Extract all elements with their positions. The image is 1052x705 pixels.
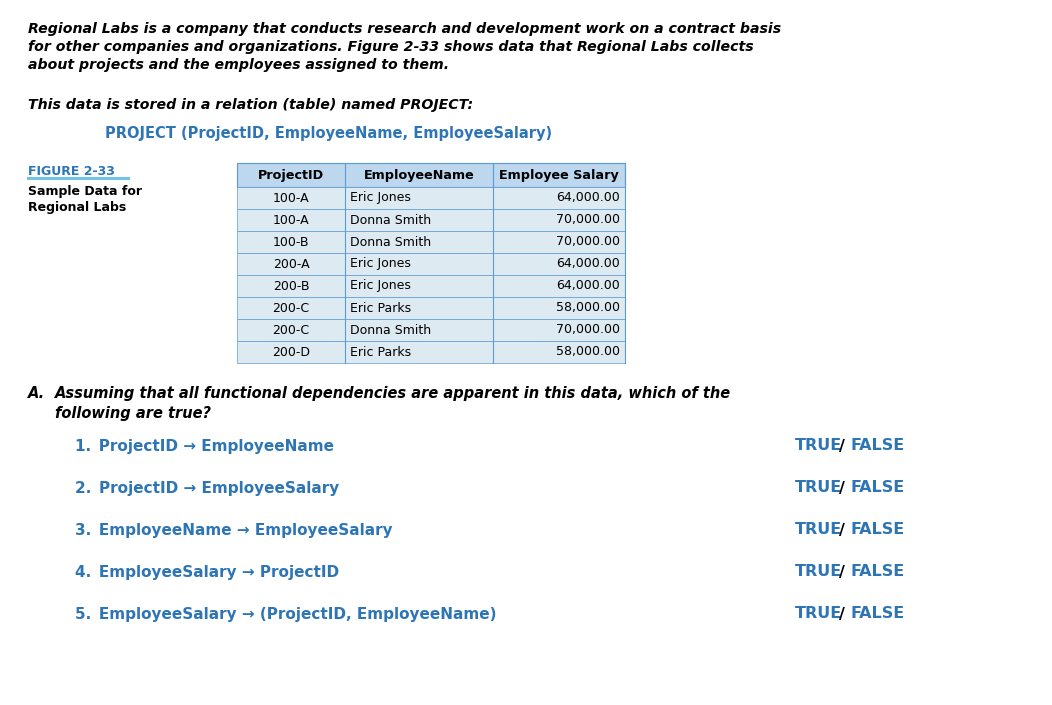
Text: FALSE: FALSE xyxy=(851,606,906,622)
Text: Eric Jones: Eric Jones xyxy=(350,257,411,271)
Bar xyxy=(237,253,625,275)
Text: FALSE: FALSE xyxy=(851,522,906,537)
Text: TRUE: TRUE xyxy=(795,481,843,496)
Text: Donna Smith: Donna Smith xyxy=(350,214,431,226)
Text: about projects and the employees assigned to them.: about projects and the employees assigne… xyxy=(28,58,449,72)
Text: /: / xyxy=(839,565,845,580)
Text: 4. EmployeeSalary → ProjectID: 4. EmployeeSalary → ProjectID xyxy=(75,565,339,580)
Text: TRUE: TRUE xyxy=(795,439,843,453)
Text: 1. ProjectID → EmployeeName: 1. ProjectID → EmployeeName xyxy=(75,439,333,453)
Text: Eric Jones: Eric Jones xyxy=(350,192,411,204)
Bar xyxy=(237,163,625,187)
Text: Regional Labs: Regional Labs xyxy=(28,201,126,214)
Text: ProjectID: ProjectID xyxy=(258,168,324,181)
Bar xyxy=(237,319,625,341)
Text: 200-C: 200-C xyxy=(272,302,309,314)
Text: 200-B: 200-B xyxy=(272,279,309,293)
Text: This data is stored in a relation (table) named PROJECT:: This data is stored in a relation (table… xyxy=(28,98,473,112)
Bar xyxy=(237,209,625,231)
Text: following are true?: following are true? xyxy=(55,406,211,421)
Text: 100-B: 100-B xyxy=(272,235,309,248)
Text: 70,000.00: 70,000.00 xyxy=(557,235,620,248)
Text: Eric Parks: Eric Parks xyxy=(350,302,411,314)
Text: EmployeeName: EmployeeName xyxy=(364,168,474,181)
Text: TRUE: TRUE xyxy=(795,606,843,622)
Text: 200-A: 200-A xyxy=(272,257,309,271)
Bar xyxy=(237,297,625,319)
Text: Eric Parks: Eric Parks xyxy=(350,345,411,359)
Text: 2. ProjectID → EmployeeSalary: 2. ProjectID → EmployeeSalary xyxy=(75,481,339,496)
Text: /: / xyxy=(839,481,845,496)
Bar xyxy=(237,341,625,363)
Text: 70,000.00: 70,000.00 xyxy=(557,214,620,226)
Text: 58,000.00: 58,000.00 xyxy=(557,345,620,359)
Text: /: / xyxy=(839,606,845,622)
Bar xyxy=(237,231,625,253)
Text: 200-C: 200-C xyxy=(272,324,309,336)
Text: 3. EmployeeName → EmployeeSalary: 3. EmployeeName → EmployeeSalary xyxy=(75,522,392,537)
Text: 64,000.00: 64,000.00 xyxy=(557,279,620,293)
Text: Donna Smith: Donna Smith xyxy=(350,324,431,336)
Text: /: / xyxy=(839,522,845,537)
Text: /: / xyxy=(839,439,845,453)
Text: TRUE: TRUE xyxy=(795,522,843,537)
Text: A.: A. xyxy=(28,386,45,401)
Text: Regional Labs is a company that conducts research and development work on a cont: Regional Labs is a company that conducts… xyxy=(28,22,782,36)
Text: Assuming that all functional dependencies are apparent in this data, which of th: Assuming that all functional dependencie… xyxy=(55,386,731,401)
Text: TRUE: TRUE xyxy=(795,565,843,580)
Text: Sample Data for: Sample Data for xyxy=(28,185,142,198)
Text: 200-D: 200-D xyxy=(272,345,310,359)
Text: Donna Smith: Donna Smith xyxy=(350,235,431,248)
Text: FALSE: FALSE xyxy=(851,439,906,453)
Text: 100-A: 100-A xyxy=(272,214,309,226)
Bar xyxy=(237,187,625,209)
Text: FIGURE 2-33: FIGURE 2-33 xyxy=(28,165,115,178)
Text: Eric Jones: Eric Jones xyxy=(350,279,411,293)
Bar xyxy=(237,275,625,297)
Text: Employee Salary: Employee Salary xyxy=(499,168,619,181)
Text: 100-A: 100-A xyxy=(272,192,309,204)
Text: 58,000.00: 58,000.00 xyxy=(557,302,620,314)
Text: 64,000.00: 64,000.00 xyxy=(557,192,620,204)
Text: FALSE: FALSE xyxy=(851,565,906,580)
Text: 64,000.00: 64,000.00 xyxy=(557,257,620,271)
Text: FALSE: FALSE xyxy=(851,481,906,496)
Text: PROJECT (ProjectID, EmployeeName, EmployeeSalary): PROJECT (ProjectID, EmployeeName, Employ… xyxy=(105,126,552,141)
Text: 70,000.00: 70,000.00 xyxy=(557,324,620,336)
Text: 5. EmployeeSalary → (ProjectID, EmployeeName): 5. EmployeeSalary → (ProjectID, Employee… xyxy=(75,606,497,622)
Text: for other companies and organizations. Figure 2-33 shows data that Regional Labs: for other companies and organizations. F… xyxy=(28,40,753,54)
